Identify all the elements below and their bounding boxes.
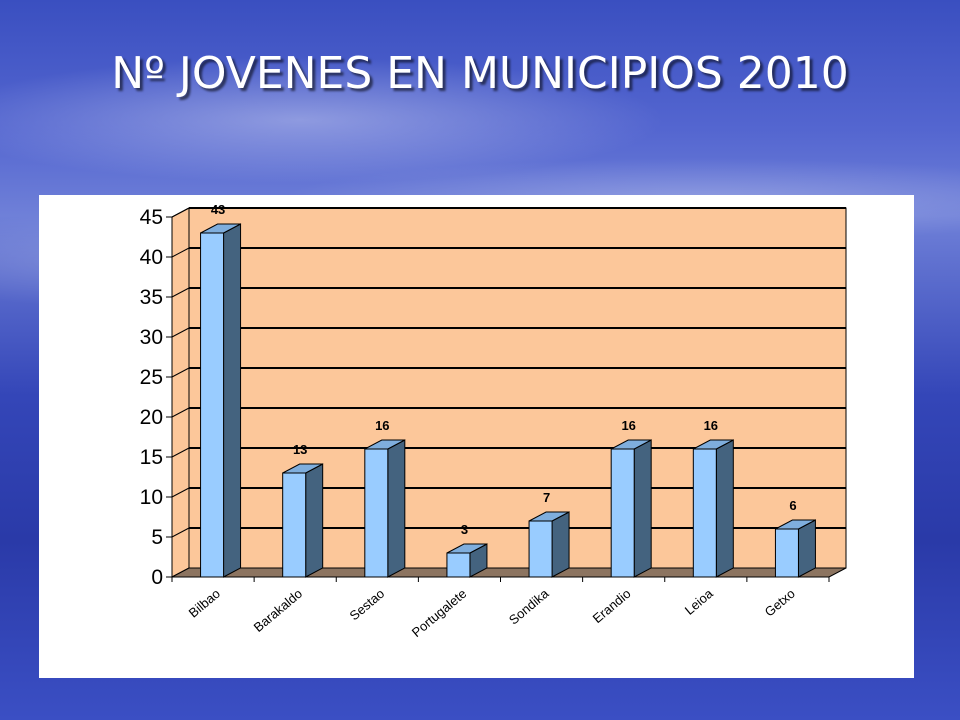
bar <box>446 552 471 578</box>
gridline-diagonal <box>171 287 190 298</box>
gridline-diagonal <box>171 207 190 218</box>
data-label: 16 <box>375 418 389 433</box>
bar-side <box>551 511 570 578</box>
gridline-diagonal <box>171 407 190 418</box>
bar-side <box>797 519 816 578</box>
bar <box>610 448 635 578</box>
bar-side <box>223 223 242 578</box>
bar <box>528 520 553 578</box>
x-tick-label: Getxo <box>762 586 798 620</box>
y-tick-label: 45 <box>140 206 163 229</box>
data-label: 16 <box>704 418 718 433</box>
bar-side <box>387 439 406 578</box>
x-tick-label: Portugalete <box>409 586 470 640</box>
gridline-diagonal <box>171 487 190 498</box>
page-title: Nº JOVENES EN MUNICIPIOS 2010 <box>111 48 849 99</box>
bar <box>774 528 799 578</box>
y-tick-label: 0 <box>151 566 163 589</box>
x-tick-label: Erandio <box>590 586 634 626</box>
gridline-diagonal <box>171 367 190 378</box>
plot-floor <box>171 567 847 578</box>
x-tick-label: Leioa <box>682 585 717 617</box>
bar-side <box>715 439 734 578</box>
bar <box>364 448 389 578</box>
data-label: 16 <box>621 418 635 433</box>
bar-chart: 0 5 10 15 20 25 30 35 40 45 43 13 16 3 7 16 16 6 Bilbao Bar… <box>140 202 847 640</box>
data-label: 43 <box>211 202 225 217</box>
gridline-diagonal <box>171 327 190 338</box>
data-label: 6 <box>789 498 796 513</box>
gridline-diagonal <box>171 447 190 458</box>
bar <box>692 448 717 578</box>
bar <box>200 232 225 578</box>
y-tick-label: 25 <box>140 366 163 389</box>
y-tick-label: 30 <box>140 326 163 349</box>
y-tick-label: 15 <box>140 446 163 469</box>
chart-panel: 0 5 10 15 20 25 30 35 40 45 43 13 16 3 7 16 16 6 Bilbao Bar… <box>39 195 914 678</box>
bar-side <box>633 439 652 578</box>
data-label: 3 <box>461 522 468 537</box>
y-tick-label: 5 <box>151 526 163 549</box>
y-tick-label: 10 <box>140 486 163 509</box>
y-tick-label: 40 <box>140 246 163 269</box>
x-tick-label: Sestao <box>347 586 388 624</box>
data-label: 13 <box>293 442 307 457</box>
plot-side-wall <box>171 207 190 578</box>
gridline-diagonal <box>171 527 190 538</box>
gridline-diagonal <box>171 247 190 258</box>
x-tick-label: Bilbao <box>186 586 223 621</box>
y-tick-label: 20 <box>140 406 163 429</box>
bar-side <box>305 463 324 578</box>
x-tick-label: Barakaldo <box>251 586 305 635</box>
bar <box>282 472 307 578</box>
data-label: 7 <box>543 490 550 505</box>
y-tick-label: 35 <box>140 286 163 309</box>
x-tick-label: Sondika <box>506 585 552 627</box>
